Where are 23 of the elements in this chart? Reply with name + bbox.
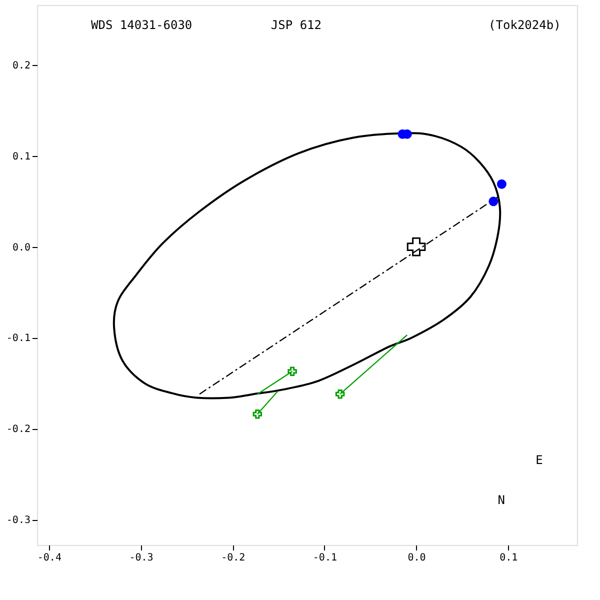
x-tick-label: -0.2: [221, 552, 246, 564]
point: [335, 389, 345, 399]
point: [288, 366, 297, 376]
point: [488, 196, 498, 206]
annotation: E: [536, 453, 543, 467]
x-tick-label: 0.0: [408, 552, 426, 564]
x-tick-label: 0.1: [500, 552, 518, 564]
text: JSP 612: [270, 18, 322, 32]
point: [406, 237, 426, 256]
annotation: (Tok2024b): [488, 18, 561, 32]
x-tick-label: -0.3: [129, 552, 154, 564]
y-tick-label: -0.1: [6, 333, 30, 344]
y-tick-label: -0.3: [6, 515, 30, 526]
y-tick-label: -0.2: [6, 424, 30, 436]
x-tick-label: -0.4: [37, 552, 62, 564]
annotation: N: [498, 493, 506, 507]
y-tick-label: 0.1: [12, 151, 30, 162]
x-tick-label: -0.1: [312, 552, 337, 564]
point: [252, 409, 262, 419]
annotation: WDS 14031-6030: [91, 18, 192, 32]
y-tick-label: 0.2: [12, 60, 30, 72]
point: [496, 179, 506, 189]
y-tick-label: 0.0: [12, 242, 30, 254]
